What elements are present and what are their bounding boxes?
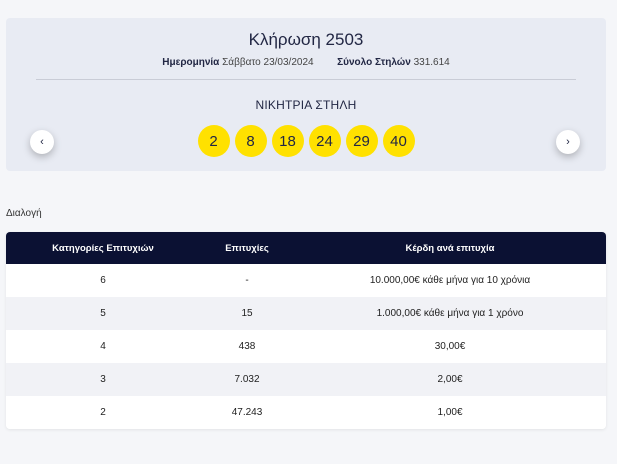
- prize-cell: 10.000,00€ κάθε μήνα για 10 χρόνια: [369, 275, 531, 286]
- header-category: Κατηγορίες Επιτυχιών: [52, 242, 154, 254]
- number-ball: 40: [382, 125, 415, 157]
- table-header: Κατηγορίες Επιτυχιών Επιτυχίες Κέρδη ανά…: [6, 232, 606, 264]
- category-cell: 2: [100, 407, 106, 418]
- winners-cell: 47.243: [231, 407, 263, 418]
- prize-cell: 30,00€: [434, 341, 466, 352]
- winners-cell: -: [245, 275, 249, 286]
- winning-column-label: ΝΙΚΗΤΡΙΑ ΣΤΗΛΗ: [255, 98, 357, 112]
- chevron-right-icon: ›: [566, 136, 570, 148]
- date-label: Ημερομηνία: [162, 57, 220, 68]
- number-ball: 29: [345, 125, 378, 157]
- category-cell: 5: [100, 308, 106, 319]
- table-row: 4 438 30,00€: [6, 330, 606, 363]
- category-cell: 3: [100, 374, 106, 385]
- header-prize: Κέρδη ανά επιτυχία: [405, 242, 495, 254]
- winners-cell: 15: [241, 308, 253, 319]
- number-ball: 2: [197, 125, 230, 157]
- table-row: 2 47.243 1,00€: [6, 396, 606, 429]
- winners-cell: 438: [238, 341, 256, 352]
- number-ball: 8: [234, 125, 267, 157]
- header-winners: Επιτυχίες: [225, 242, 269, 254]
- table-row: 6 - 10.000,00€ κάθε μήνα για 10 χρόνια: [6, 264, 606, 297]
- next-draw-button[interactable]: ›: [556, 130, 580, 154]
- winning-numbers: 2 8 18 24 29 40: [6, 125, 606, 157]
- chevron-left-icon: ‹: [40, 136, 44, 148]
- category-cell: 6: [100, 275, 106, 286]
- table-row: 5 15 1.000,00€ κάθε μήνα για 1 χρόνο: [6, 297, 606, 330]
- draw-meta: Ημερομηνία Σάββατο 23/03/2024 Σύνολο Στη…: [6, 57, 606, 68]
- columns-label: Σύνολο Στηλών: [337, 57, 411, 68]
- date-value: Σάββατο 23/03/2024: [222, 57, 314, 68]
- divider: [36, 79, 576, 80]
- prize-cell: 1,00€: [437, 407, 463, 418]
- section-label: Διαλογή: [6, 208, 42, 219]
- number-ball: 24: [308, 125, 341, 157]
- winners-cell: 7.032: [234, 374, 260, 385]
- draw-card: Κλήρωση 2503 Ημερομηνία Σάββατο 23/03/20…: [6, 18, 606, 171]
- columns-value: 331.614: [413, 57, 450, 68]
- number-ball: 18: [271, 125, 304, 157]
- prize-cell: 2,00€: [437, 374, 463, 385]
- draw-title: Κλήρωση 2503: [248, 30, 364, 49]
- category-cell: 4: [100, 341, 106, 352]
- table-row: 3 7.032 2,00€: [6, 363, 606, 396]
- prize-cell: 1.000,00€ κάθε μήνα για 1 χρόνο: [376, 308, 524, 319]
- previous-draw-button[interactable]: ‹: [30, 130, 54, 154]
- prize-table: Κατηγορίες Επιτυχιών Επιτυχίες Κέρδη ανά…: [6, 232, 606, 429]
